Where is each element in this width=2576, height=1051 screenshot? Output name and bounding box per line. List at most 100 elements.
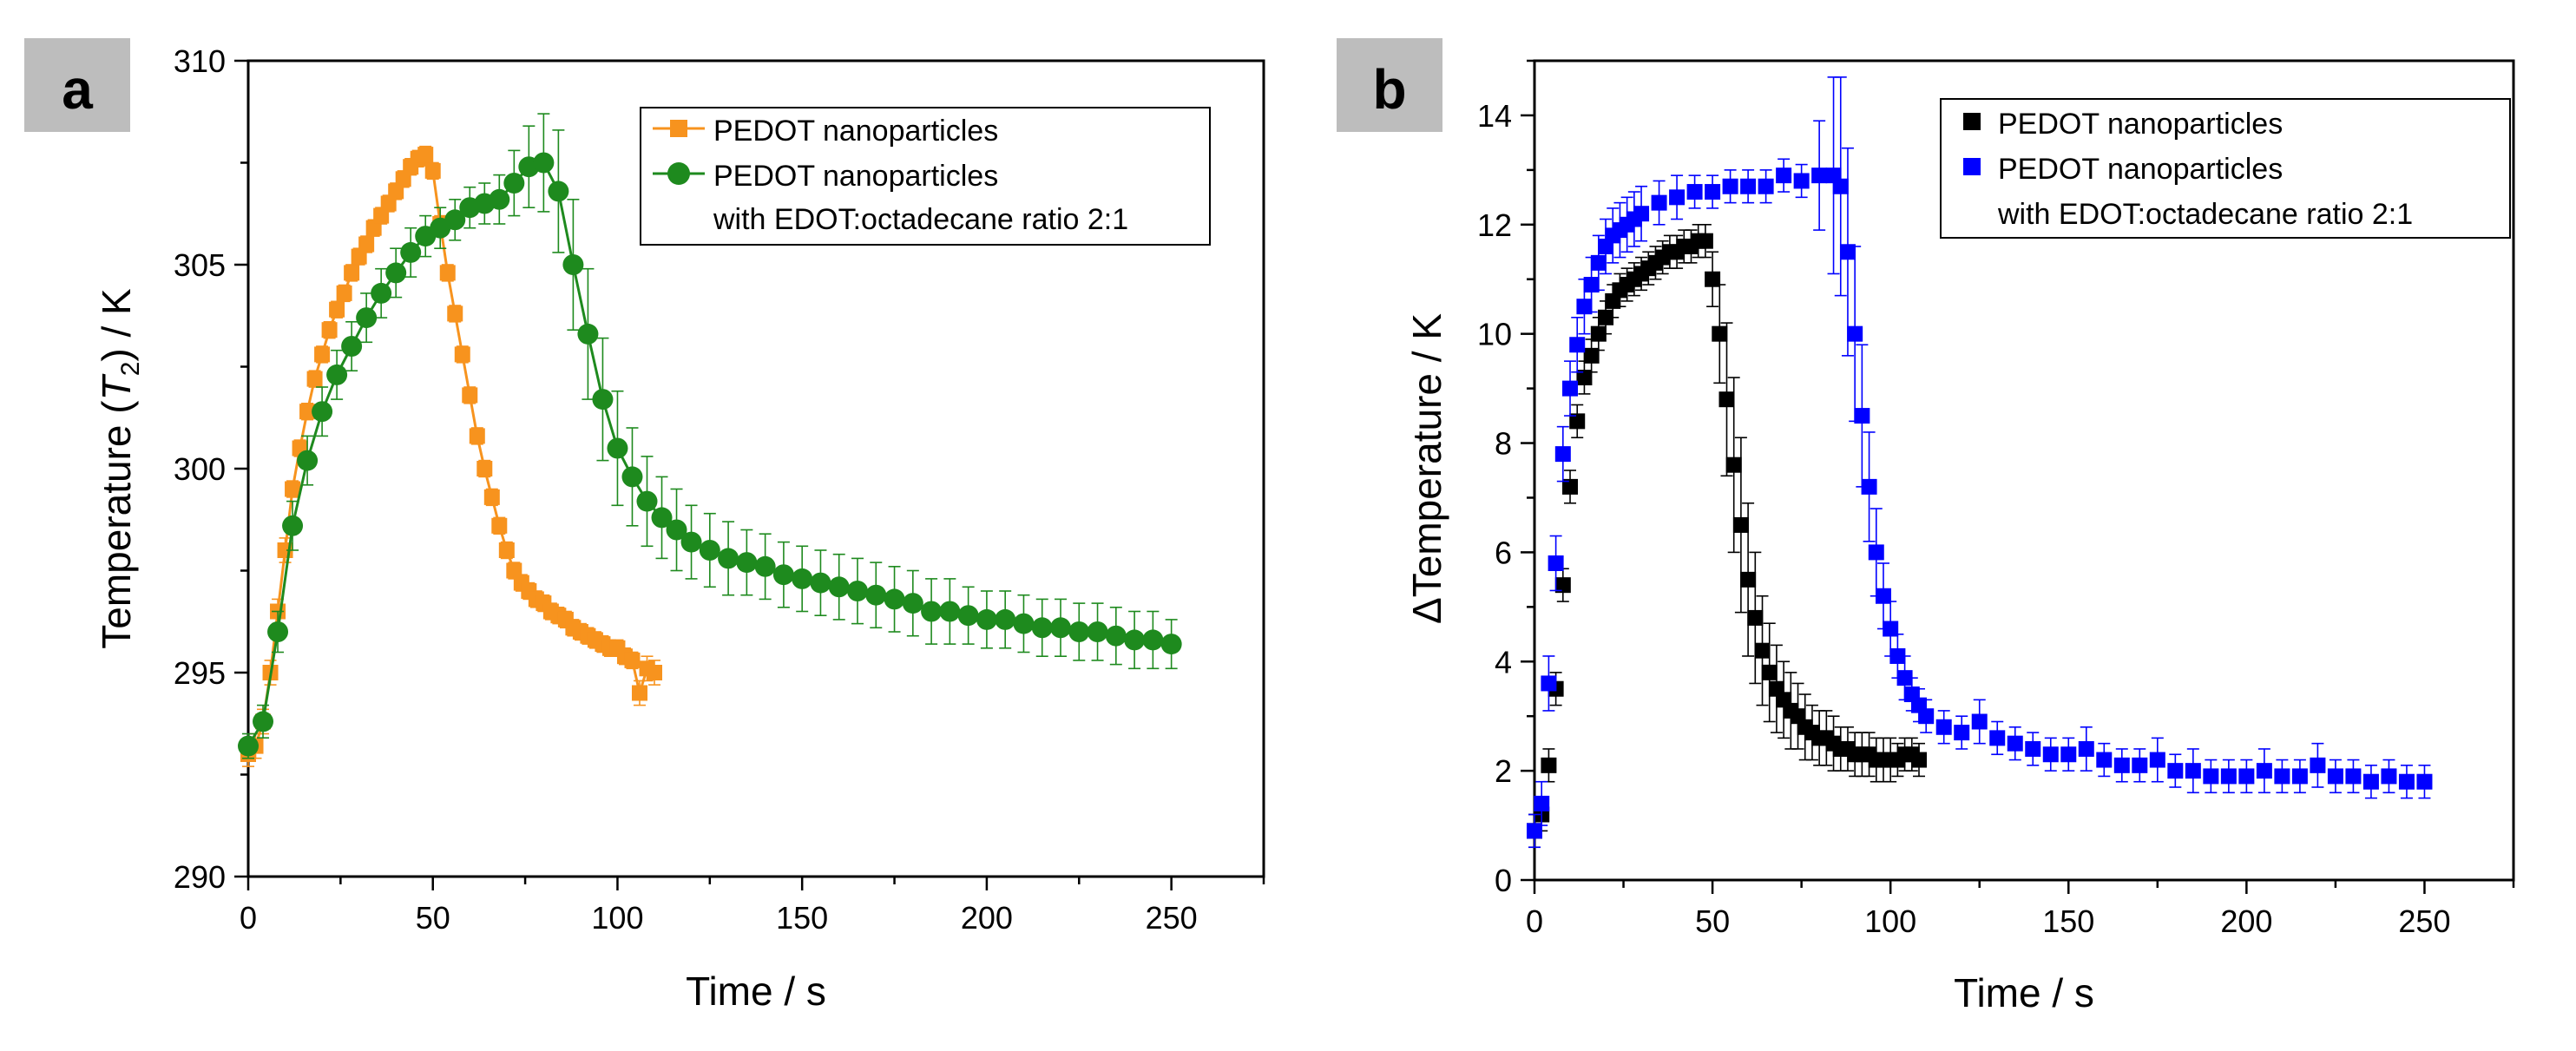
x-axis-label-b: Time / s xyxy=(1954,970,2094,1015)
data-point xyxy=(631,685,647,701)
data-point xyxy=(1718,391,1735,408)
data-point xyxy=(772,564,794,586)
data-point xyxy=(1068,621,1090,642)
x-tick-label: 100 xyxy=(1864,903,1916,939)
data-point xyxy=(1590,254,1607,271)
data-point xyxy=(2007,735,2023,752)
panel-a: a 0 50 100 150 200 250 290 295 300 305 310 Tempera… xyxy=(24,38,1265,1014)
data-point xyxy=(462,387,478,404)
data-point xyxy=(607,437,628,459)
data-point xyxy=(299,404,316,420)
data-point xyxy=(1761,664,1778,680)
data-point xyxy=(282,515,304,536)
data-point xyxy=(1847,325,1863,342)
y-tick-label: 305 xyxy=(174,247,226,283)
data-point xyxy=(1722,178,1738,194)
data-point xyxy=(577,323,599,345)
data-point xyxy=(666,519,687,541)
legend-a-entry-2: PEDOT nanoparticles xyxy=(713,160,998,193)
y-tick-label: 290 xyxy=(174,859,226,895)
data-point xyxy=(1633,206,1650,222)
y-axis-label-b: ΔTemperature / K xyxy=(1404,313,1449,624)
data-point xyxy=(2398,773,2415,790)
data-point xyxy=(1889,647,1906,664)
y-tick-label: 300 xyxy=(174,451,226,487)
data-point xyxy=(1576,370,1593,386)
x-tick-label: 150 xyxy=(2042,903,2094,939)
panel-b-label: b xyxy=(1372,58,1406,121)
data-point xyxy=(1031,617,1053,639)
data-point xyxy=(388,183,404,200)
data-point xyxy=(1562,380,1579,397)
data-point xyxy=(1811,168,1828,184)
y-label-a-var: T xyxy=(94,373,139,400)
data-point xyxy=(2381,768,2397,785)
data-point xyxy=(1954,725,1970,741)
data-point xyxy=(238,735,259,757)
y-tick-label: 2 xyxy=(1495,753,1512,789)
y-tick-label: 12 xyxy=(1477,207,1512,243)
x-tick-label: 50 xyxy=(416,900,450,936)
data-point xyxy=(371,282,392,304)
data-point xyxy=(395,171,411,187)
data-point xyxy=(1562,478,1579,495)
data-point xyxy=(2060,746,2077,763)
legend-b-marker-black xyxy=(1963,113,1981,130)
data-point xyxy=(314,346,331,363)
data-point xyxy=(326,364,348,385)
series-b-0 xyxy=(1527,223,1927,849)
data-point xyxy=(312,401,333,423)
y-label-a-main: Temperature ( xyxy=(94,400,139,649)
data-point xyxy=(2238,768,2255,785)
series-b-1 xyxy=(1527,76,2433,849)
data-point xyxy=(1883,621,1899,637)
data-point xyxy=(651,507,673,529)
data-point xyxy=(754,555,776,577)
data-point xyxy=(1832,178,1849,194)
data-point xyxy=(1124,629,1146,651)
legend-b-box xyxy=(1940,98,2511,239)
data-point xyxy=(921,601,943,622)
data-point xyxy=(417,147,434,163)
y-tick-label: 8 xyxy=(1495,426,1512,462)
data-point xyxy=(1776,168,1792,184)
data-point xyxy=(483,489,500,505)
legend-a-marker-green xyxy=(667,162,690,185)
data-point xyxy=(306,371,323,387)
x-axis-label-a: Time / s xyxy=(686,969,826,1014)
data-point xyxy=(1868,544,1884,561)
data-point xyxy=(792,568,813,589)
data-point xyxy=(2042,746,2059,763)
legend-a-marker-orange xyxy=(670,120,687,137)
panel-b: b 0 50 100 150 200 250 0 2 4 6 8 10 12 14 ΔTemperatur… xyxy=(1337,38,2515,1015)
data-point xyxy=(1971,713,1988,730)
legend-b-entry-1: PEDOT nanoparticles xyxy=(1998,108,2283,141)
data-point xyxy=(1598,309,1614,325)
data-point xyxy=(1583,277,1600,293)
data-point xyxy=(1854,408,1870,424)
y-label-a-tail: ) / K xyxy=(94,288,139,362)
data-point xyxy=(385,262,407,284)
data-point xyxy=(902,593,923,614)
data-point xyxy=(1732,516,1749,533)
data-point xyxy=(995,608,1016,630)
legend-a: PEDOT nanoparticles PEDOT nanoparticles … xyxy=(640,107,1211,246)
data-point xyxy=(356,307,378,329)
data-point xyxy=(344,265,360,281)
data-point xyxy=(329,301,345,318)
x-tick-label: 200 xyxy=(961,900,1013,936)
x-tick-label: 0 xyxy=(240,900,257,936)
data-point xyxy=(469,428,485,444)
series-group-a xyxy=(238,113,1182,767)
data-point xyxy=(1087,621,1108,642)
data-point xyxy=(2345,768,2362,785)
data-point xyxy=(447,305,463,322)
data-point xyxy=(1142,629,1164,651)
panel-b-label-bg xyxy=(1337,38,1442,132)
data-point xyxy=(285,481,301,497)
data-point xyxy=(1569,337,1586,353)
data-point xyxy=(341,336,363,357)
data-point xyxy=(506,562,522,579)
panel-a-label: a xyxy=(62,58,93,121)
legend-b-marker-blue xyxy=(1963,158,1981,175)
